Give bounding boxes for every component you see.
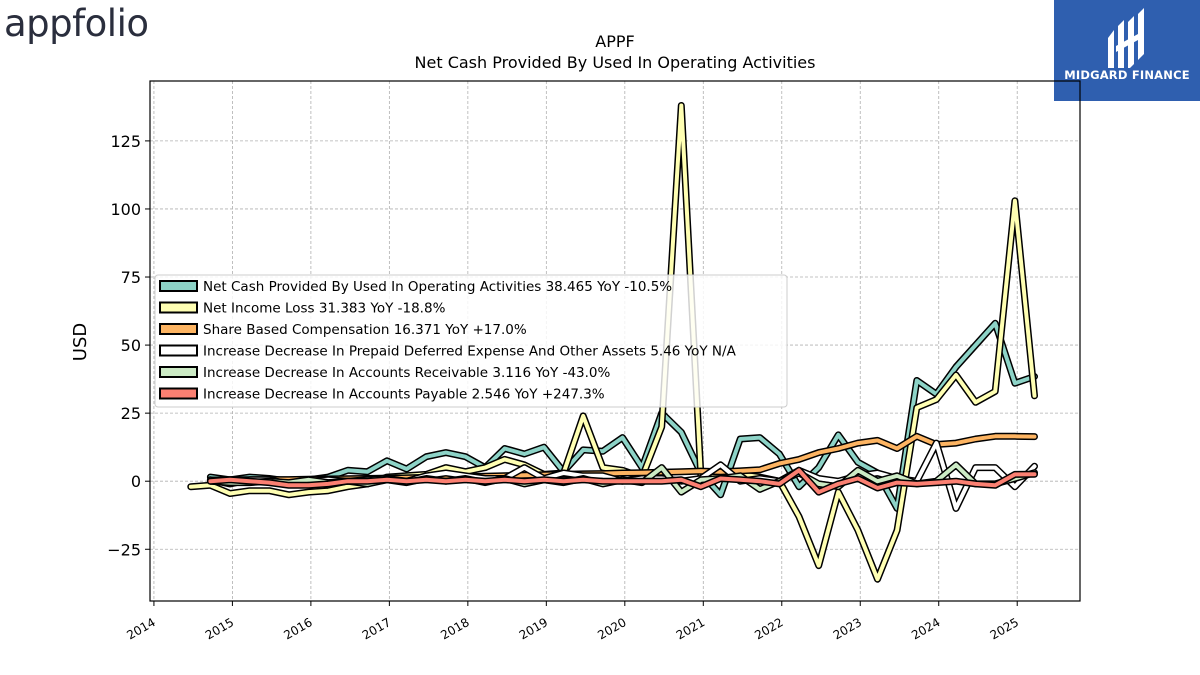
x-tick-label: 2022 <box>752 615 785 642</box>
x-tick-label: 2014 <box>124 615 157 642</box>
legend-entry: Increase Decrease In Accounts Receivable… <box>159 365 611 381</box>
legend-label: Net Income Loss 31.383 YoY -18.8% <box>203 301 446 317</box>
legend-entry: Increase Decrease In Accounts Payable 2.… <box>159 387 605 403</box>
y-tick-label: −25 <box>107 540 141 559</box>
series-line <box>188 103 1037 582</box>
x-tick-label: 2021 <box>674 615 707 642</box>
y-tick-label: 100 <box>110 200 141 219</box>
plot-frame <box>149 80 1081 602</box>
legend-swatch <box>159 280 198 292</box>
legend-entry: Increase Decrease In Prepaid Deferred Ex… <box>159 344 737 360</box>
legend-swatch <box>159 344 198 357</box>
legend-entry: Share Based Compensation 16.371 YoY +17.… <box>159 322 527 338</box>
y-tick-label: 0 <box>131 472 141 491</box>
y-axis-label: USD <box>70 323 91 361</box>
x-tick-label: 2016 <box>281 615 314 642</box>
legend-swatch <box>159 323 198 335</box>
legend-label: Increase Decrease In Accounts Payable 2.… <box>203 387 605 403</box>
legend-label: Increase Decrease In Prepaid Deferred Ex… <box>203 344 737 360</box>
x-tick-label: 2024 <box>909 615 942 642</box>
x-tick-label: 2025 <box>988 615 1021 642</box>
chart-title: APPF <box>595 32 634 51</box>
y-tick-label: 75 <box>121 268 141 287</box>
y-tick-label: 125 <box>110 132 141 151</box>
x-tick-label: 2020 <box>595 615 628 642</box>
midgard-finance-badge: MIDGARD FINANCE <box>1054 0 1200 101</box>
midgard-finance-label: MIDGARD FINANCE <box>1064 68 1190 82</box>
chart-subtitle: Net Cash Provided By Used In Operating A… <box>415 53 816 72</box>
legend-entry: Net Cash Provided By Used In Operating A… <box>159 279 672 295</box>
x-tick-label: 2023 <box>831 615 864 642</box>
x-tick-label: 2015 <box>203 615 236 642</box>
series-6 <box>206 466 1038 496</box>
x-tick-label: 2017 <box>360 615 393 642</box>
legend-box <box>154 274 788 408</box>
y-tick-label: 50 <box>121 336 141 355</box>
legend-label: Increase Decrease In Accounts Receivable… <box>203 365 611 381</box>
legend-swatch <box>159 366 198 378</box>
series-line <box>208 468 1037 495</box>
y-tick-label: 25 <box>121 404 141 423</box>
legend-label: Share Based Compensation 16.371 YoY +17.… <box>203 322 527 338</box>
legend-swatch <box>159 387 198 400</box>
legend-entry: Net Income Loss 31.383 YoY -18.8% <box>159 301 446 317</box>
x-tick-label: 2018 <box>438 615 471 642</box>
midgard-logo-icon <box>1108 8 1144 68</box>
appfolio-logo: appfolio <box>4 2 149 45</box>
legend-swatch <box>159 301 198 314</box>
legend-label: Net Cash Provided By Used In Operating A… <box>203 279 672 295</box>
series-2 <box>187 102 1038 583</box>
x-tick-label: 2019 <box>517 615 550 642</box>
